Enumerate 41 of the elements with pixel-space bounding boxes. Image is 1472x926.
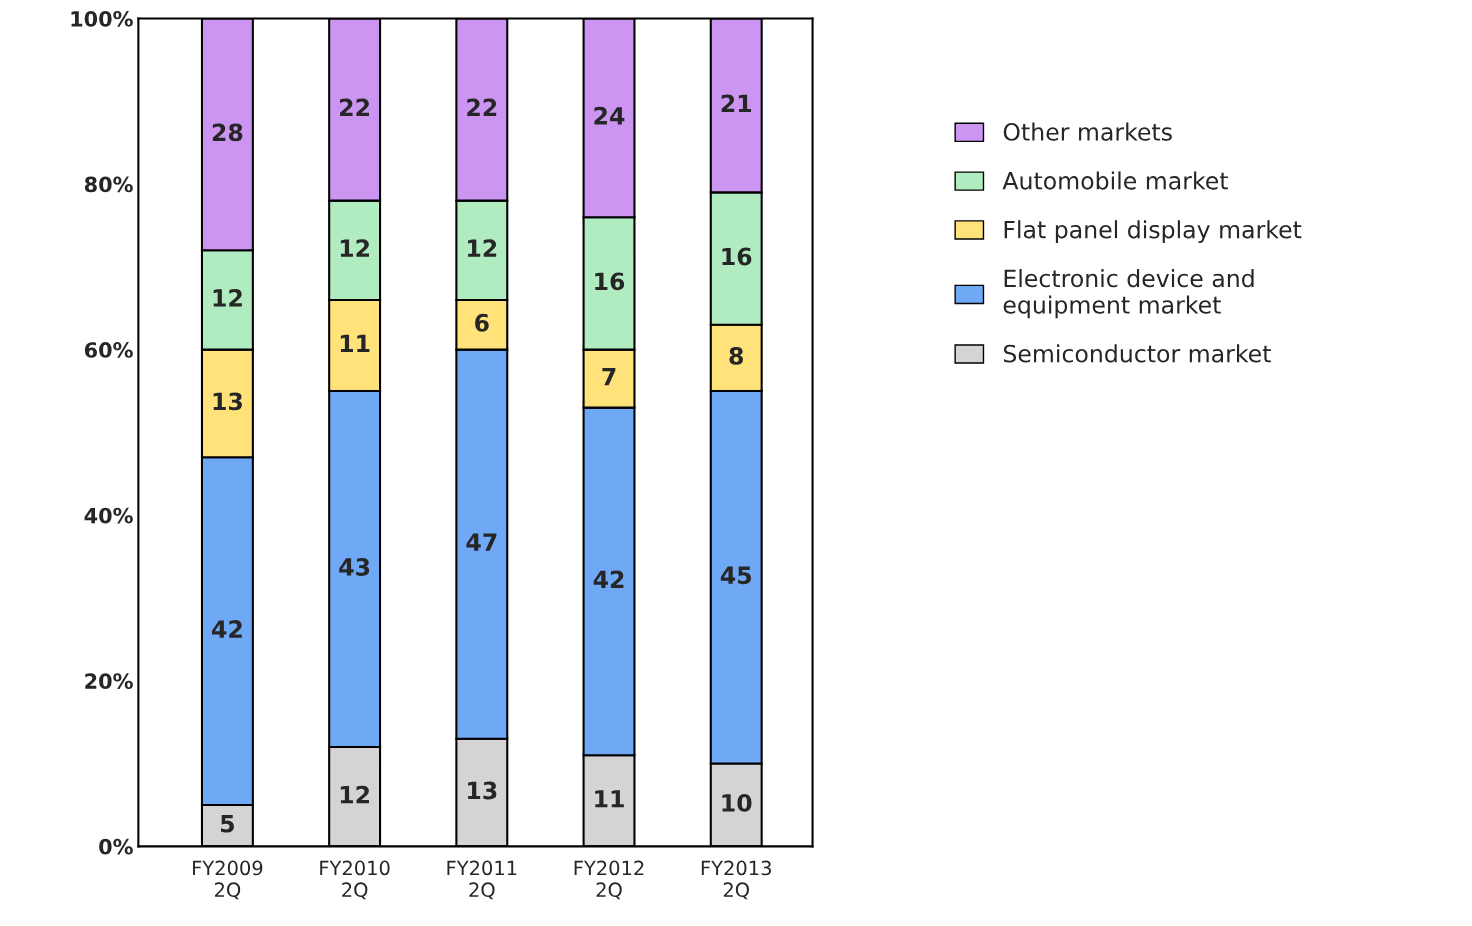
- data-label: 7: [602, 367, 616, 386]
- y-tick-label: 60%: [84, 342, 133, 358]
- data-label: 5: [221, 814, 234, 833]
- y-tick-label: 80%: [84, 176, 133, 193]
- data-label: 47: [466, 533, 497, 551]
- y-tick-label: 100%: [71, 10, 133, 27]
- data-label: 28: [212, 123, 243, 142]
- data-label: 12: [340, 239, 369, 257]
- x-tick-label: FY2012 2Q: [574, 860, 644, 900]
- data-label: 22: [467, 98, 497, 117]
- data-label: 42: [593, 570, 624, 588]
- data-label: 22: [340, 98, 369, 117]
- y-tick-label: 0%: [99, 838, 133, 855]
- data-label: 12: [213, 288, 242, 307]
- data-label: 13: [468, 781, 497, 800]
- data-label: 11: [595, 790, 624, 808]
- x-tick-label: FY2011 2Q: [447, 860, 517, 900]
- x-tick-label: FY2010 2Q: [320, 860, 390, 900]
- data-label: 43: [339, 558, 370, 576]
- data-label: 16: [722, 247, 752, 266]
- y-tick-label: 40%: [84, 507, 133, 524]
- data-label: 13: [213, 392, 242, 411]
- data-label: 16: [595, 272, 625, 291]
- y-tick-label: 20%: [85, 673, 133, 690]
- data-label: 24: [594, 106, 625, 125]
- legend-label: Electronic device and equipment market: [1003, 269, 1254, 319]
- data-label: 11: [340, 334, 370, 353]
- legend-label: Flat panel display market: [1004, 220, 1302, 244]
- data-label: 6: [475, 313, 489, 332]
- legend-label: Other markets: [1003, 122, 1172, 141]
- data-label: 45: [720, 566, 751, 585]
- data-label: 10: [722, 793, 752, 812]
- data-label: 42: [212, 620, 242, 638]
- legend-label: Automobile market: [1002, 171, 1228, 190]
- data-label: 21: [721, 94, 752, 112]
- data-label: 12: [468, 239, 497, 257]
- data-label: 8: [729, 346, 743, 365]
- data-label: 12: [340, 785, 369, 804]
- x-tick-label: FY2013 2Q: [701, 860, 771, 900]
- legend-label: Semiconductor market: [1003, 344, 1271, 363]
- x-tick-label: FY2009 2Q: [193, 860, 263, 900]
